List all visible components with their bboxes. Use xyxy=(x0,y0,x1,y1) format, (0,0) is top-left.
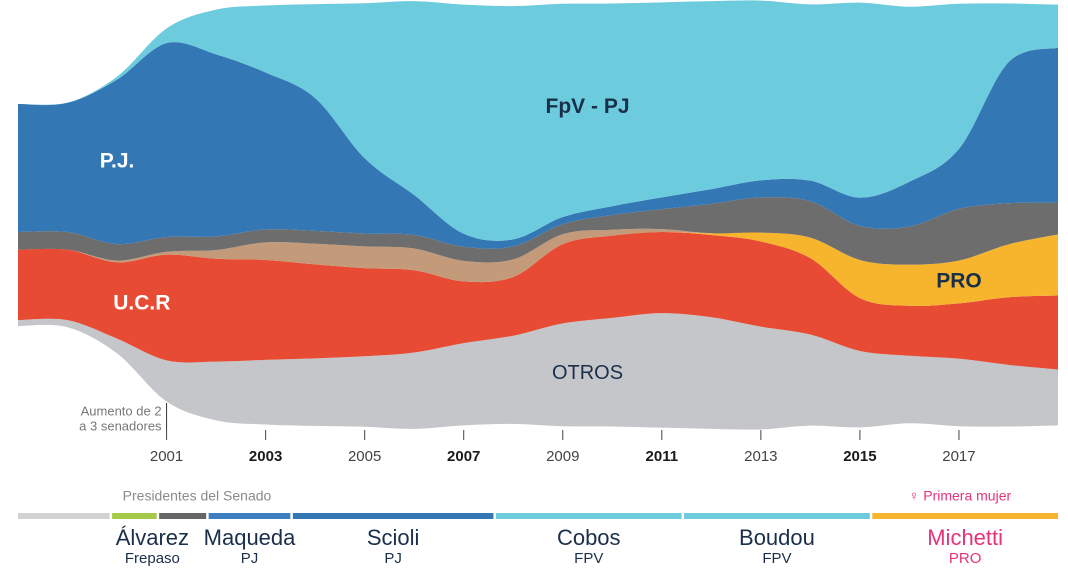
president-name: Cobos xyxy=(557,525,621,550)
presidents-title: Presidentes del Senado xyxy=(123,488,272,504)
president-term xyxy=(159,513,207,519)
president-party: PRO xyxy=(949,550,982,567)
president-name: Michetti xyxy=(927,525,1003,550)
president-term xyxy=(208,513,291,519)
annotation: Aumento de 2 xyxy=(81,403,162,418)
x-tick-label: 2003 xyxy=(249,448,282,465)
president-term xyxy=(18,513,110,519)
president-party: PJ xyxy=(384,550,402,567)
series-label: FpV - PJ xyxy=(546,95,630,118)
president-name: Álvarez xyxy=(116,525,189,550)
president-party: FPV xyxy=(762,550,791,567)
presidents-note: ♀ Primera mujer xyxy=(909,488,1012,504)
stream-layer xyxy=(18,0,1058,241)
president-term xyxy=(684,513,870,519)
stream-layer xyxy=(18,228,1058,283)
president-name: Maqueda xyxy=(204,525,297,550)
x-tick-label: 2015 xyxy=(843,448,876,465)
x-tick-label: 2013 xyxy=(744,448,777,465)
series-label: OTROS xyxy=(552,362,623,384)
annotation: a 3 senadores xyxy=(79,418,162,433)
stream-layer xyxy=(18,313,1058,430)
president-party: FPV xyxy=(574,550,603,567)
president-term xyxy=(495,513,682,519)
x-tick-label: 2007 xyxy=(447,448,480,465)
president-term xyxy=(292,513,494,519)
president-term xyxy=(112,513,157,519)
x-tick-label: 2009 xyxy=(546,448,579,465)
stream-layer xyxy=(18,232,1058,370)
series-label: U.C.R xyxy=(113,292,170,315)
series-label: PRO xyxy=(936,270,982,293)
x-tick-label: 2001 xyxy=(150,448,183,465)
president-party: PJ xyxy=(241,550,259,567)
stream-layer xyxy=(18,197,1058,265)
stream-layer xyxy=(18,231,1058,307)
president-name: Boudou xyxy=(739,525,815,550)
series-label: P.J. xyxy=(100,149,135,172)
stream-layer xyxy=(18,42,1058,249)
x-tick-label: 2011 xyxy=(646,448,679,465)
x-tick-label: 2017 xyxy=(942,448,975,465)
x-tick-label: 2005 xyxy=(348,448,381,465)
president-party: Frepaso xyxy=(125,550,180,567)
president-term xyxy=(872,513,1058,519)
president-name: Scioli xyxy=(367,525,420,550)
